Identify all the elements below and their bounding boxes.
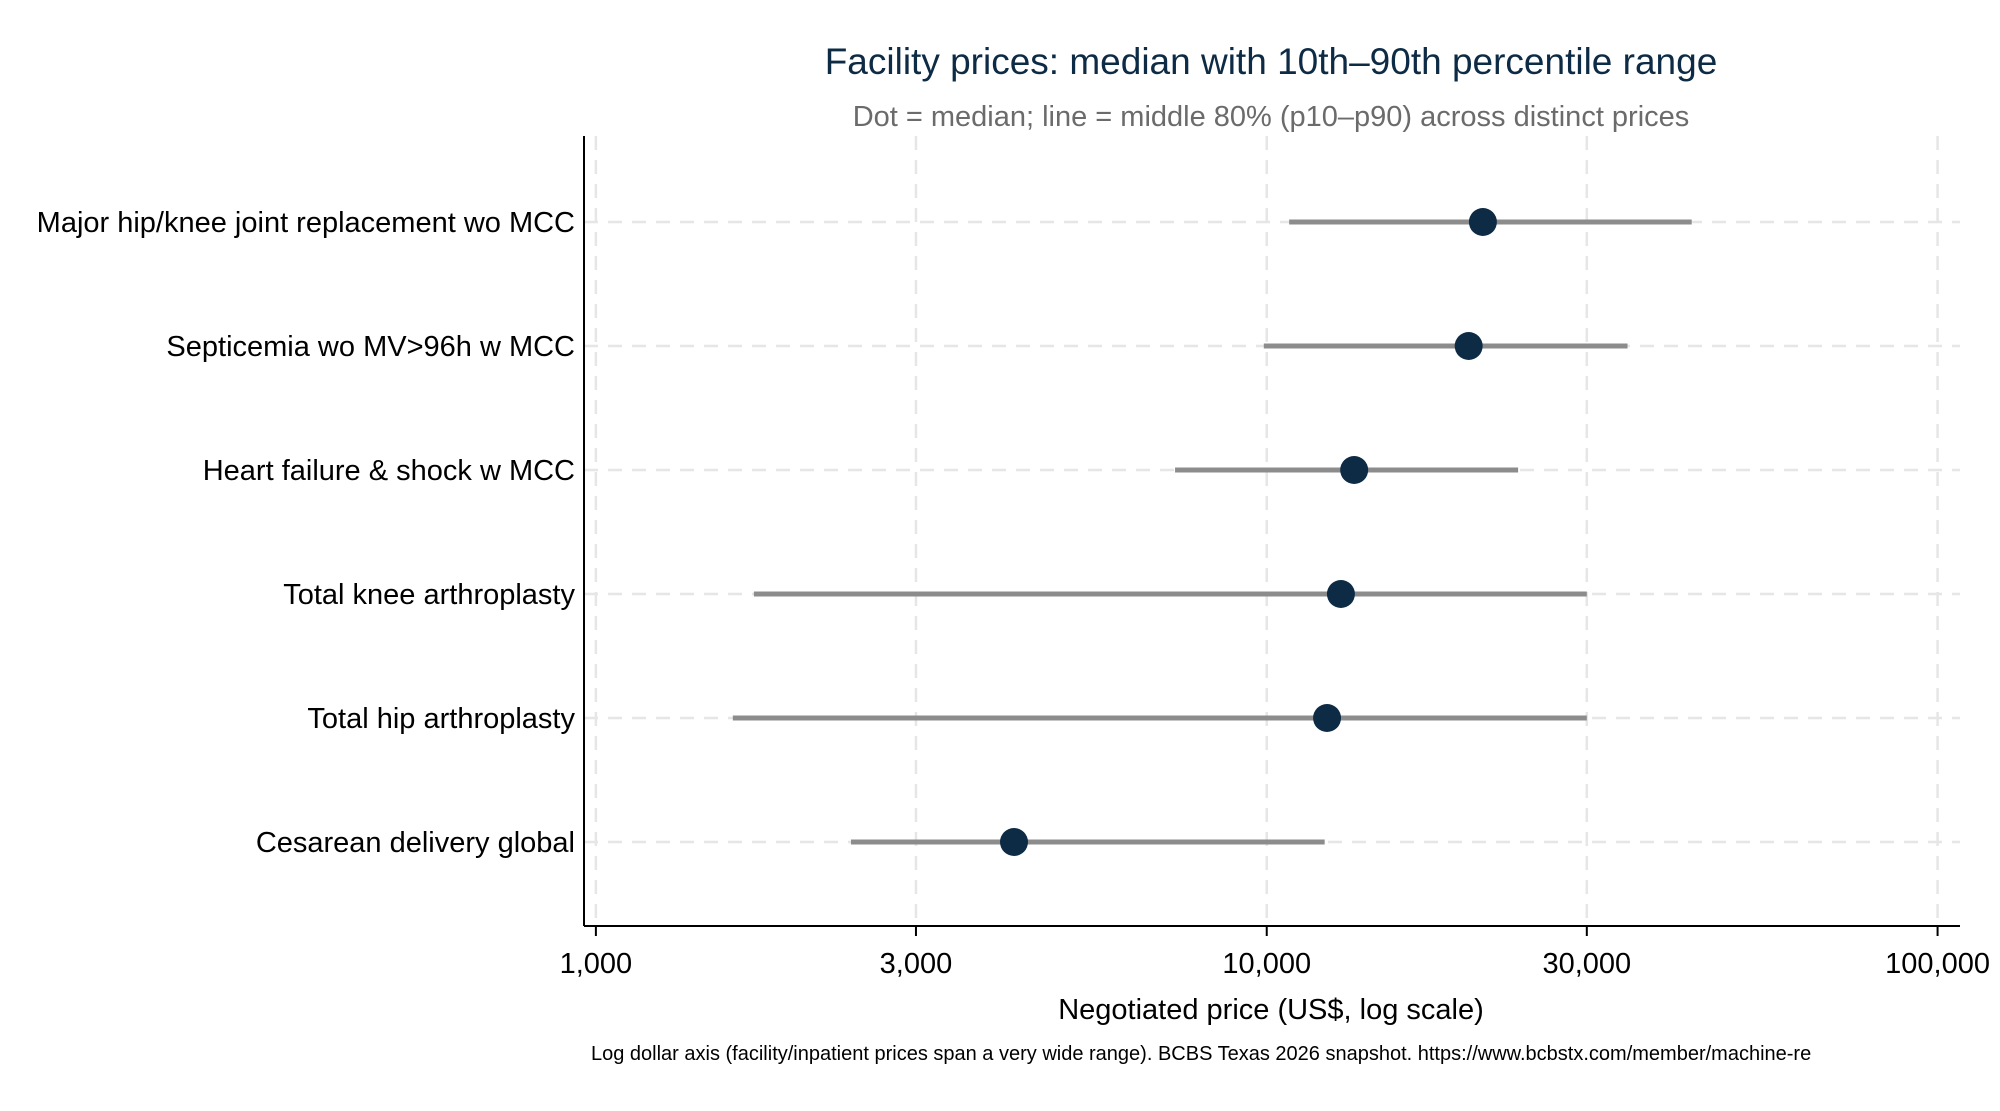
category-label: Total hip arthroplasty xyxy=(307,703,575,735)
x-tick-label: 3,000 xyxy=(880,948,953,980)
median-dot xyxy=(1454,332,1483,360)
median-dot xyxy=(1326,580,1355,608)
range-lines xyxy=(732,219,1692,845)
median-dots xyxy=(999,208,1497,856)
x-tick-label: 30,000 xyxy=(1542,948,1631,980)
category-labels: Major hip/knee joint replacement wo MCC S… xyxy=(37,207,576,859)
median-dot xyxy=(1340,456,1369,484)
x-tick-label: 100,000 xyxy=(1885,948,1990,980)
chart-subtitle: Dot = median; line = middle 80% (p10–p90… xyxy=(853,101,1690,133)
median-dot xyxy=(1313,704,1342,732)
category-label: Heart failure & shock w MCC xyxy=(203,455,575,487)
grid-lines xyxy=(584,136,1960,926)
chart-title: Facility prices: median with 10th–90th p… xyxy=(825,41,1718,82)
category-label: Major hip/knee joint replacement wo MCC xyxy=(37,207,575,239)
x-tick-label: 1,000 xyxy=(560,948,633,980)
median-dot xyxy=(1468,208,1497,236)
x-tick-label: 10,000 xyxy=(1222,948,1311,980)
category-label: Cesarean delivery global xyxy=(256,827,575,859)
x-axis-ticks: 1,000 3,000 10,000 30,000 100,000 xyxy=(560,926,1990,980)
category-label: Total knee arthroplasty xyxy=(283,579,575,611)
chart-note: Log dollar axis (facility/inpatient pric… xyxy=(591,1043,1811,1065)
x-axis-title: Negotiated price (US$, log scale) xyxy=(1058,994,1484,1026)
median-dot xyxy=(999,828,1028,856)
category-label: Septicemia wo MV>96h w MCC xyxy=(166,331,575,363)
